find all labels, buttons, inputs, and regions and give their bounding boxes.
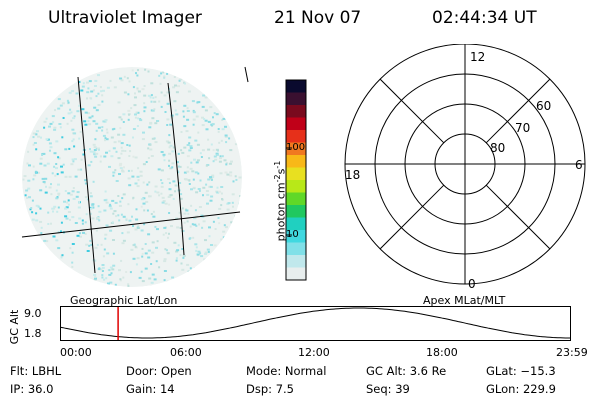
colorbar-band <box>286 92 306 106</box>
polar-diagonal <box>379 78 445 144</box>
colorbar-band <box>286 105 306 118</box>
info-gain: Gain: 14 <box>126 382 175 396</box>
timeline-xtick-1800: 18:00 <box>426 346 458 359</box>
polar-diagonal <box>485 78 551 144</box>
info-ip: IP: 36.0 <box>10 382 54 396</box>
colorbar-band <box>286 142 306 156</box>
colorbar-band <box>286 180 306 193</box>
colorbar-band <box>286 255 306 268</box>
mlat-label-70: 70 <box>515 121 530 135</box>
colorbar-band <box>286 155 306 168</box>
colorbar-band <box>286 167 306 181</box>
mlt-label-0: 0 <box>468 277 476 291</box>
mlat-label-60: 60 <box>536 99 551 113</box>
timeline-xtick-2359: 23:59 <box>556 346 588 359</box>
info-glat: GLat: −15.3 <box>486 364 556 378</box>
mlat-label-80: 80 <box>490 141 505 155</box>
timeline-ytick-bottom: 1.8 <box>24 327 42 340</box>
colorbar-tick-10: 10 <box>286 229 299 240</box>
timeline-ylabel: GC Alt <box>8 309 21 345</box>
polar-panel-label: Apex MLat/MLT <box>423 294 506 307</box>
mlt-label-6: 6 <box>575 158 583 172</box>
polar-diagonal <box>379 184 445 250</box>
date-label: 21 Nov 07 <box>274 8 362 28</box>
colorbar <box>285 79 307 281</box>
info-mode: Mode: Normal <box>246 364 327 378</box>
mlt-label-12: 12 <box>470 50 485 64</box>
geographic-image-panel <box>21 66 249 287</box>
colorbar-band <box>286 230 306 243</box>
info-dsp: Dsp: 7.5 <box>246 382 294 396</box>
colorbar-tick-100: 100 <box>286 142 306 153</box>
info-filter: Flt: LBHL <box>10 364 62 378</box>
longitude-line <box>167 82 185 256</box>
mlt-label-18: 18 <box>345 168 360 182</box>
longitude-line <box>77 76 96 274</box>
grid-line-fragment <box>244 66 249 83</box>
colorbar-band <box>286 80 306 93</box>
colorbar-unit-label: photon cm-2s-1 <box>273 160 288 242</box>
polar-diagonal <box>485 184 551 250</box>
info-glon: GLon: 229.9 <box>486 382 556 396</box>
timeline-ytick-top: 9.0 <box>24 307 42 320</box>
timeline-plot <box>60 306 571 341</box>
colorbar-band <box>286 130 306 143</box>
info-gc-alt: GC Alt: 3.6 Re <box>366 364 447 378</box>
colorbar-band <box>286 217 306 231</box>
info-door: Door: Open <box>126 364 192 378</box>
polar-plot: 12 18 6 0 60 70 80 <box>344 44 586 291</box>
time-label: 02:44:34 UT <box>432 8 537 28</box>
colorbar-band <box>286 192 306 206</box>
colorbar-band <box>286 267 306 281</box>
timeline-xtick-0600: 06:00 <box>170 346 202 359</box>
timeline-xtick-0000: 00:00 <box>60 346 92 359</box>
geo-panel-label: Geographic Lat/Lon <box>70 294 178 307</box>
app-title: Ultraviolet Imager <box>48 8 202 28</box>
altitude-curve <box>60 307 571 339</box>
info-seq: Seq: 39 <box>366 382 410 396</box>
latitude-line <box>21 211 241 238</box>
colorbar-band <box>286 117 306 131</box>
timeline-xtick-1200: 12:00 <box>298 346 330 359</box>
colorbar-gradient <box>286 80 306 281</box>
colorbar-band <box>286 242 306 256</box>
colorbar-band <box>286 205 306 218</box>
